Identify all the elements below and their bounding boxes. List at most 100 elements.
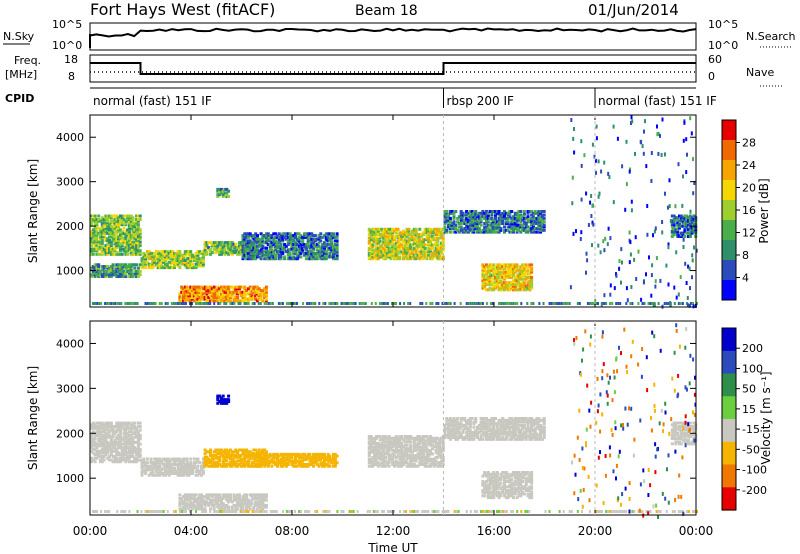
heat-cell [524,284,528,288]
heat-cell [503,277,506,281]
heat-cell [264,461,268,465]
heat-cell [486,223,490,227]
heat-cell [136,251,140,254]
heat-cell [274,248,278,252]
heat-cell [129,453,133,457]
heat-cell [136,249,140,253]
heat-cell [90,433,93,437]
heat-cell [185,473,189,477]
heat-cell [115,430,119,434]
heat-cell [252,287,256,291]
heat-cell [115,219,119,223]
heat-cell [675,250,678,255]
heat-cell [106,451,110,455]
heat-cell [299,454,303,458]
heat-cell [445,302,448,305]
heat-cell [160,250,164,254]
heat-cell [391,231,395,235]
heat-cell [630,199,633,204]
heat-cell [201,259,205,262]
heat-cell [474,211,478,215]
heat-cell [301,452,305,456]
heat-cell [131,275,135,278]
heat-cell [389,239,393,243]
heat-cell [681,203,684,208]
heat-cell [486,216,490,220]
heat-cell [118,247,122,251]
heat-cell [138,433,142,437]
heat-cell [416,253,420,257]
heat-cell [138,425,142,429]
heat-cell [264,505,268,509]
heat-cell [376,246,380,250]
heat-cell [234,498,238,502]
heat-cell [109,252,113,256]
heat-cell [209,249,212,253]
heat-cell [108,214,111,218]
heat-cell [501,265,505,269]
heat-cell [486,268,490,272]
heat-cell [459,218,463,222]
heat-cell [115,273,119,277]
colorbar-swatch [722,280,736,301]
heat-cell [612,200,615,205]
heat-cell [198,500,202,504]
heat-cell [192,500,196,504]
heat-cell [198,264,202,268]
heat-cell [418,239,422,243]
heat-cell [535,216,539,220]
heat-cell [503,213,506,217]
heat-cell [100,430,104,434]
heat-cell [537,210,541,213]
heat-cell [513,227,517,231]
heat-cell [218,450,222,454]
heat-cell [245,493,249,497]
heat-cell [167,459,171,463]
heat-cell [510,283,514,286]
heat-cell [200,473,203,477]
heat-cell [304,244,308,248]
heat-cell [245,232,249,236]
heat-cell [95,247,99,251]
heat-cell [203,247,207,251]
heat-cell [246,244,250,248]
heat-cell [506,222,510,225]
heat-cell [237,252,241,256]
heat-cell [118,425,122,429]
heat-cell [189,289,193,293]
heat-cell [135,460,139,464]
heat-cell [492,230,496,234]
heat-cell [214,448,218,452]
heat-cell [252,246,256,250]
heat-cell [277,454,281,458]
heat-cell [434,253,438,257]
heat-cell [122,458,126,462]
heat-cell [95,221,99,225]
heat-cell [124,233,128,237]
heat-cell [225,503,229,507]
heat-cell [266,243,270,246]
heat-cell [486,215,490,219]
heat-cell [450,222,454,225]
heat-cell [597,159,600,164]
heat-cell [216,401,220,405]
heat-cell [438,231,442,235]
heat-cell [225,493,229,497]
heat-cell [335,244,339,248]
heat-cell [118,270,122,273]
heat-cell [174,262,178,266]
heat-cell [180,468,184,472]
heat-cell [108,231,111,235]
heat-cell [312,257,316,261]
heat-cell [245,297,249,301]
heat-cell [124,440,128,444]
heat-cell [382,246,386,250]
heat-cell [681,302,684,305]
heat-cell [468,210,472,213]
heat-cell [292,459,296,463]
heat-cell [122,447,126,451]
heat-cell [228,246,232,250]
heat-cell [254,253,258,257]
nsearch-label: N.Search [746,30,796,43]
heat-cell [138,235,142,239]
